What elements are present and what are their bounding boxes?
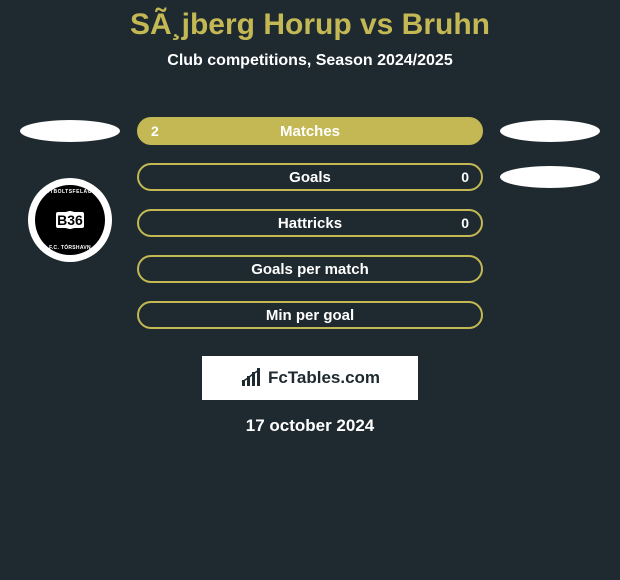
club-logo-left: FÓTBOLTSFELAGIÐ B36 F.C. TÓRSHAVN [28,178,112,262]
club-badge: FÓTBOLTSFELAGIÐ B36 F.C. TÓRSHAVN [35,185,105,255]
stat-label: Goals [289,169,331,186]
side-right-slot [490,166,610,188]
side-right-slot [490,120,610,142]
bar-chart-icon [240,368,264,388]
side-left-slot [10,120,130,142]
stat-label: Min per goal [266,307,354,324]
stat-row: Min per goal [0,292,620,338]
stat-bar: Hattricks 0 [137,209,483,237]
credit-box: FcTables.com [202,356,418,400]
club-text-top: FÓTBOLTSFELAGIÐ [42,189,98,195]
credit-text: FcTables.com [268,368,380,388]
stat-label: Goals per match [251,261,369,278]
stat-bar: 2 Matches [137,117,483,145]
page-title: SÃ¸jberg Horup vs Bruhn [0,8,620,42]
stat-bar: Min per goal [137,301,483,329]
stat-label: Hattricks [278,215,342,232]
stat-label: Matches [280,123,340,140]
stat-bar: Goals per match [137,255,483,283]
player-oval-right [500,120,600,142]
stat-value-right: 0 [461,169,469,185]
date-label: 17 october 2024 [0,416,620,436]
stat-value-left: 2 [151,123,159,139]
stat-bar: Goals 0 [137,163,483,191]
page-subtitle: Club competitions, Season 2024/2025 [0,52,620,70]
stat-row: 2 Matches [0,108,620,154]
club-text-mid: B36 [56,212,84,228]
player-oval-right [500,166,600,188]
club-text-bot: F.C. TÓRSHAVN [49,245,91,251]
stat-value-right: 0 [461,215,469,231]
player-oval-left [20,120,120,142]
